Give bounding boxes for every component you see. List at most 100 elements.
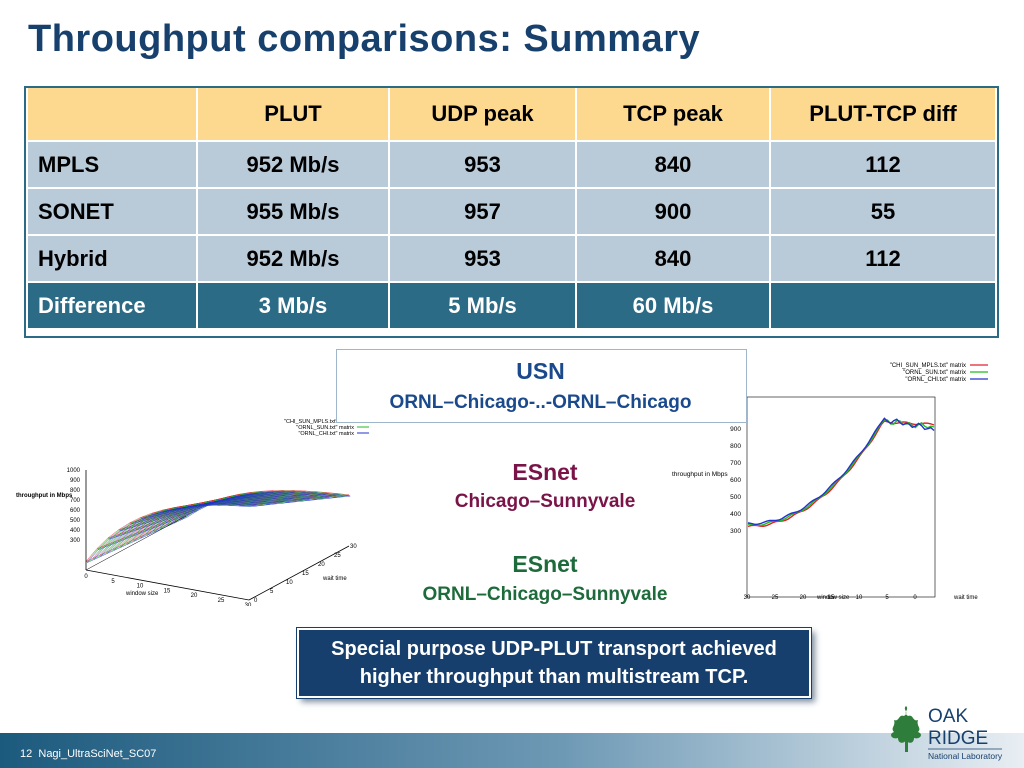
table-cell: 840	[575, 140, 771, 189]
y-tick-label: 900	[730, 426, 741, 433]
mesh-line	[217, 492, 318, 506]
table-cell: 840	[575, 234, 771, 283]
z-tick-label: 800	[70, 488, 81, 494]
z-tick-label: 500	[70, 518, 81, 524]
legend-entry: "ORNL_SUN.txt" matrix	[903, 370, 966, 376]
mesh-line	[98, 510, 199, 551]
table-cell: 957	[388, 187, 577, 236]
z-tick-label: 700	[70, 498, 81, 504]
x-tick-label: 25	[218, 598, 225, 604]
legend-entry: "ORNL_CHI.txt" matrix	[298, 431, 354, 437]
legend-entry: "ORNL_CHI.txt" matrix	[905, 377, 966, 383]
y-tick-label: 20	[318, 562, 325, 568]
table-cell: 955 Mb/s	[196, 187, 390, 236]
legend-entry: "CHI_SUN_MPLS.txt" matrix	[284, 419, 354, 425]
y-tick-label: 30	[350, 544, 357, 550]
esnet2-title: ESnet	[512, 551, 578, 577]
usn-title: USN	[516, 358, 565, 384]
z-tick-label: 300	[70, 538, 81, 544]
mesh-line	[147, 497, 311, 536]
z-tick-label: 900	[70, 478, 81, 484]
y-axis-label: throughput in Mbps	[672, 471, 728, 478]
callout-text: Special purpose UDP-PLUT transport achie…	[331, 638, 777, 688]
x-tick-label: 25	[772, 595, 779, 601]
x-tick-label: 20	[800, 595, 807, 601]
y-tick-label: 5	[270, 589, 274, 595]
mesh-line	[108, 504, 209, 540]
z-axis-label: throughput in Mbps	[16, 493, 73, 499]
y-axis-label: wait time	[322, 576, 347, 582]
mesh-line	[167, 494, 331, 527]
table-cell: 3 Mb/s	[196, 281, 390, 330]
plot-legend: "CHI_SUN_MPLS.txt" matrix"ORNL_SUN.txt" …	[890, 363, 988, 383]
mesh-line	[250, 495, 351, 507]
mesh-line	[87, 516, 188, 563]
series-line	[747, 420, 935, 528]
logo-oak: OAK	[928, 706, 968, 727]
logo-ridge: RIDGE	[928, 728, 988, 749]
x-tick-label: 5	[885, 595, 889, 601]
table-header-cell	[26, 87, 198, 142]
mesh-line	[187, 491, 351, 518]
plot-frame	[746, 396, 936, 598]
esnet1-route: Chicago–Sunnyvale	[454, 491, 636, 512]
footer-title: Nagi_UltraSciNet_SC07	[38, 748, 157, 760]
table-cell: 55	[769, 187, 997, 236]
table-header-cell: UDP peak	[388, 87, 577, 142]
table-cell: 5 Mb/s	[388, 281, 577, 330]
x-tick-label: 15	[828, 595, 835, 601]
row-label: SONET	[26, 187, 198, 236]
y-tick-label: 10	[286, 580, 293, 586]
footer-bar	[0, 733, 1024, 768]
table-cell: 952 Mb/s	[196, 234, 390, 283]
y-tick-label: 400	[730, 511, 741, 518]
x-tick-label: 10	[856, 595, 863, 601]
table-row-difference: Difference 3 Mb/s 5 Mb/s 60 Mb/s	[26, 281, 997, 330]
table-cell: 900	[575, 187, 771, 236]
table-header-cell: TCP peak	[575, 87, 771, 142]
esnet1-title: ESnet	[512, 459, 578, 485]
row-label: Hybrid	[26, 234, 198, 283]
table-header-cell: PLUT	[196, 87, 390, 142]
y-tick-label: 25	[334, 553, 341, 559]
mesh-line	[140, 498, 304, 539]
x-tick-label: 15	[164, 588, 171, 594]
mesh-line	[228, 493, 329, 506]
y-tick-label: 800	[730, 443, 741, 450]
table-header-cell: PLUT-TCP diff	[769, 87, 997, 142]
row-label: Difference	[26, 281, 198, 330]
slide-title: Throughput comparisons: Summary	[28, 18, 701, 60]
z-tick-label: 1000	[67, 468, 81, 474]
usn-route: ORNL–Chicago-..-ORNL–Chicago	[389, 392, 692, 413]
mesh-line	[127, 499, 291, 545]
legend-entry: "CHI_SUN_MPLS.txt" matrix	[890, 363, 966, 369]
summary-table: PLUT UDP peak TCP peak PLUT-TCP diff MPL…	[26, 87, 997, 330]
z-tick-label: 600	[70, 508, 81, 514]
x-tick-label: 5	[111, 579, 115, 585]
surface-mesh	[85, 490, 351, 563]
table-cell: 953	[388, 234, 577, 283]
x-axis-label: window size	[816, 595, 850, 601]
usn-box	[336, 349, 747, 423]
table-cell: 112	[769, 140, 997, 189]
conclusion-callout: Special purpose UDP-PLUT transport achie…	[297, 628, 811, 698]
y-tick-label: 300	[730, 528, 741, 535]
plot-series	[747, 417, 935, 528]
logo-subtitle: National Laboratory	[928, 751, 1003, 761]
x-tick-label: 0	[913, 595, 917, 601]
mesh-line	[153, 496, 317, 533]
table-header-row: PLUT UDP peak TCP peak PLUT-TCP diff	[26, 87, 997, 142]
z-tick-label: 400	[70, 528, 81, 534]
y-tick-label: 0	[254, 598, 258, 604]
table-cell: 953	[388, 140, 577, 189]
table-cell: 112	[769, 234, 997, 283]
series-line	[747, 417, 935, 526]
table-cell: 60 Mb/s	[575, 281, 771, 330]
mesh-line	[206, 491, 307, 506]
oak-leaf-icon	[891, 706, 921, 752]
legend-entry: "ORNL_SUN.txt" matrix	[296, 425, 354, 431]
footer-label: 12 Nagi_UltraSciNet_SC07	[20, 748, 156, 760]
x-tick-label: 30	[245, 603, 252, 606]
x-axis-label: window size	[125, 591, 159, 597]
mesh-line	[180, 492, 344, 521]
